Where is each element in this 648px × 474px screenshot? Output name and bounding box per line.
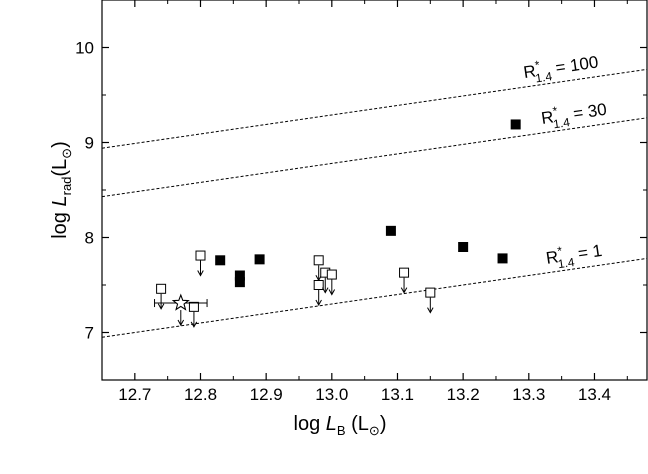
reference-line-label-sup: *: [534, 58, 541, 73]
y-axis-label-close: ): [49, 141, 71, 148]
reference-line-label-value: = 100: [550, 52, 600, 78]
y-axis-label-prefix: log: [49, 207, 71, 239]
y-axis-label-unit: (L: [49, 159, 71, 177]
upper-limit-marker: [425, 287, 436, 298]
star-upper-limit-arrow: [177, 310, 185, 327]
x-tick-label: 12.8: [184, 385, 217, 404]
y-axis-label-sub: rad: [59, 177, 74, 196]
reference-line-label-sub: 1.4: [552, 115, 571, 131]
reference-line-label: R*1.4 = 30: [540, 97, 609, 133]
detection-marker: [458, 242, 469, 252]
reference-line-label-sup: *: [556, 244, 563, 259]
upper-limit-marker: [313, 280, 324, 290]
upper-limit-marker: [313, 255, 324, 266]
x-axis-label-unit: (L: [346, 413, 369, 435]
upper-limit-arrow: [315, 290, 322, 307]
upper-limit-arrow: [328, 279, 336, 296]
upper-limit-marker: [399, 267, 410, 278]
upper-limit-arrow: [190, 311, 198, 328]
y-tick-label: 7: [85, 324, 94, 343]
y-axis-label-sun: ⊙: [59, 148, 74, 159]
upper-limit-marker: [156, 283, 167, 294]
reference-line: [101, 68, 648, 149]
x-tick-label: 12.7: [118, 385, 151, 404]
upper-limit-arrow: [400, 277, 408, 294]
y-tick-label: 10: [75, 39, 94, 58]
reference-line-label-main: R: [522, 61, 537, 82]
upper-limit-marker: [195, 250, 206, 261]
detection-marker: [510, 119, 521, 130]
upper-limit-marker: [326, 269, 337, 280]
x-axis-label-var: L: [326, 413, 337, 435]
x-tick-label: 12.9: [250, 385, 283, 404]
upper-limit-arrow: [322, 277, 329, 294]
x-tick-label: 13.1: [381, 385, 414, 404]
reference-line-label-sub: 1.4: [557, 255, 576, 271]
y-axis-label: log Lrad(L⊙): [49, 141, 74, 239]
x-axis-label-sun: ⊙: [369, 423, 380, 438]
reference-line-label: R*1.4 = 1: [544, 238, 604, 273]
detection-marker: [215, 255, 226, 266]
reference-line-label-main: R: [540, 107, 555, 128]
reference-line-label-sup: *: [552, 104, 559, 119]
detection-marker: [254, 254, 265, 265]
x-axis-label: log LB (L⊙): [294, 413, 387, 438]
axis-ticks: 12.7 12.8 12.9 13.0 13.1 13.2 13.3 13.4 7 8 9 10: [75, 0, 647, 404]
x-tick-label: 13.2: [447, 385, 480, 404]
x-axis-label-sub: B: [337, 423, 346, 438]
reference-line-label: R*1.4 = 100: [522, 49, 600, 87]
detection-marker: [234, 277, 245, 288]
upper-limit-arrow: [157, 293, 165, 310]
x-axis-label-prefix: log: [294, 413, 326, 435]
y-axis-label-var: L: [49, 195, 71, 206]
reference-line-label-value: = 1: [572, 241, 603, 264]
reference-line-label-sub: 1.4: [534, 69, 553, 85]
x-tick-label: 13.0: [315, 385, 348, 404]
upper-limit-arrow: [427, 297, 434, 314]
x-tick-label: 13.4: [578, 385, 611, 404]
y-tick-label: 9: [85, 134, 94, 153]
upper-limit-marker: [188, 301, 199, 312]
star-marker: [171, 293, 190, 311]
x-axis-label-close: ): [380, 413, 387, 435]
detection-marker: [385, 225, 396, 236]
y-tick-label: 8: [85, 229, 94, 248]
data-points: [154, 119, 521, 328]
reference-line-label-main: R: [545, 247, 560, 268]
upper-limit-arrow: [197, 260, 204, 277]
reference-line: [101, 117, 648, 198]
detection-marker: [497, 253, 508, 264]
reference-line-label-value: = 30: [567, 100, 608, 124]
x-tick-label: 13.3: [512, 385, 545, 404]
